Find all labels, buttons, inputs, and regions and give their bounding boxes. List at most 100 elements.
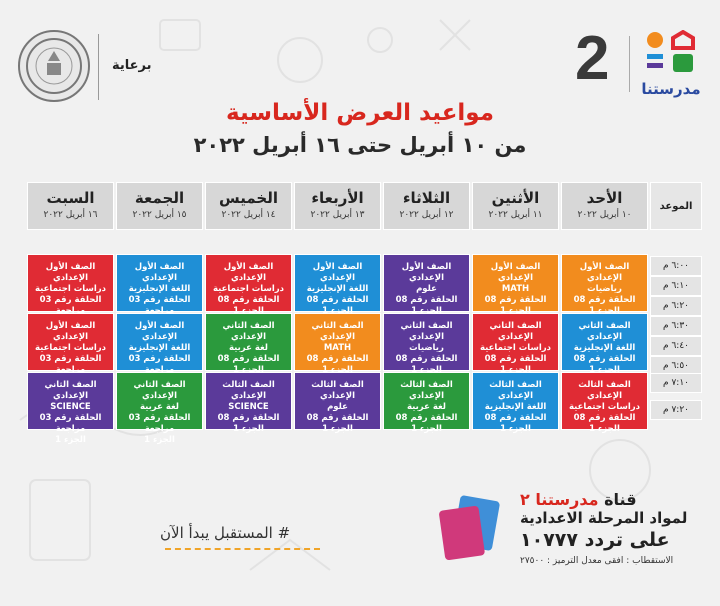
madrasatna-logo-icon — [647, 30, 695, 72]
header-divider — [98, 34, 99, 100]
cell-episode: الحلقة رقم 08 — [306, 295, 369, 305]
program-cell: الصف الأول الإعدادي رياضيات الحلقة رقم 08 ا… — [561, 254, 648, 316]
program-cell: الصف الثالث الإعدادي دراسات اجتماعية الحلق… — [561, 372, 648, 434]
cell-episode: الحلقة رقم 08 — [395, 295, 458, 305]
brand-name: مدرستنا — [641, 80, 701, 98]
time-slot: ٧:٢٠ م — [650, 400, 702, 420]
cell-episode: الحلقة رقم 03 مراجعة — [128, 295, 191, 316]
day-name: السبت — [46, 189, 95, 207]
program-cell: الصف الثاني الإعدادي رياضيات الحلقة رقم 08… — [383, 313, 470, 375]
day-header: الأحد ١٠ أبريل ٢٠٢٢ — [561, 182, 648, 230]
program-cell: الصف الأول الإعدادي MATH الحلقة رقم 08 الجز… — [472, 254, 559, 316]
day-date: ١٠ أبريل ٢٠٢٢ — [577, 210, 632, 220]
cell-grade: الصف الثالث الإعدادي — [311, 380, 364, 401]
cell-episode: الحلقة رقم 08 — [217, 354, 280, 364]
cell-part: الجزء 1 — [55, 435, 86, 445]
program-cell: الصف الثاني الإعدادي دراسات اجتماعية الحلق… — [472, 313, 559, 375]
cell-subject: SCIENCE — [50, 402, 91, 412]
page-title: مواعيد العرض الأساسية — [226, 100, 494, 126]
day-date: ١٥ أبريل ٢٠٢٢ — [132, 210, 187, 220]
cell-episode: الحلقة رقم 08 — [395, 354, 458, 364]
cell-subject: دراسات اجتماعية — [34, 284, 107, 294]
day-date: ١٢ أبريل ٢٠٢٢ — [399, 210, 454, 220]
channel-highlight: مدرستنا ٢ — [520, 490, 599, 509]
cell-part: الجزء 1 — [233, 365, 264, 375]
cell-part: الجزء 1 — [589, 306, 620, 316]
program-cell: الصف الثالث الإعدادي اللغة الإنجليزية الحل… — [472, 372, 559, 434]
cell-grade: الصف الأول الإعدادي — [490, 262, 541, 283]
cell-grade: الصف الثاني الإعدادي — [311, 321, 364, 342]
cell-episode: الحلقة رقم 08 — [217, 295, 280, 305]
cell-part: الجزء 1 — [500, 424, 531, 434]
time-slot: ٧:١٠ م — [650, 373, 702, 393]
program-cell: الصف الأول الإعدادي دراسات اجتماعية الحلقة… — [205, 254, 292, 316]
cell-subject: اللغة الإنجليزية — [128, 343, 191, 353]
date-range-subtitle: من ١٠ أبريل حتى ١٦ أبريل ٢٠٢٢ — [193, 133, 527, 157]
program-cell: الصف الأول الإعدادي علوم الحلقة رقم 08 الجز… — [383, 254, 470, 316]
cell-subject: MATH — [501, 284, 530, 294]
cell-grade: الصف الثالث الإعدادي — [400, 380, 453, 401]
cell-episode: الحلقة رقم 08 — [573, 354, 636, 364]
cell-episode: الحلقة رقم 03 مراجعة — [128, 413, 191, 434]
cell-part: الجزء 1 — [589, 365, 620, 375]
cell-part: الجزء 1 — [411, 424, 442, 434]
cell-episode: الحلقة رقم 03 مراجعة — [39, 354, 102, 375]
cell-grade: الصف الأول الإعدادي — [579, 262, 630, 283]
day-header: السبت ١٦ أبريل ٢٠٢٢ — [27, 182, 114, 230]
day-date: ١١ أبريل ٢٠٢٢ — [488, 210, 543, 220]
cell-grade: الصف الثالث الإعدادي — [222, 380, 275, 401]
program-cell: الصف الأول الإعدادي دراسات اجتماعية الحلقة… — [27, 254, 114, 327]
channel-prefix: قناة — [604, 490, 637, 509]
hashtag-underline — [165, 548, 320, 550]
day-header: الجمعة ١٥ أبريل ٢٠٢٢ — [116, 182, 203, 230]
cell-part: الجزء 1 — [233, 424, 264, 434]
cell-part: الجزء 1 — [411, 365, 442, 375]
day-header: الخميس ١٤ أبريل ٢٠٢٢ — [205, 182, 292, 230]
time-slot: ٦:٣٠ م — [650, 316, 702, 336]
folders-icon — [439, 495, 500, 561]
time-slot: ٦:١٠ م — [650, 276, 702, 296]
cell-episode: الحلقة رقم 08 — [217, 413, 280, 423]
cell-subject: لغة عربية — [228, 343, 268, 353]
cell-part: الجزء 1 — [322, 365, 353, 375]
channel-name: قناة مدرستنا ٢ — [520, 490, 700, 509]
time-column-header: الموعد — [650, 182, 702, 230]
program-cell: الصف الثاني الإعدادي اللغة الإنجليزية الحل… — [561, 313, 648, 375]
cell-grade: الصف الأول الإعدادي — [401, 262, 452, 283]
day-name: الخميس — [219, 189, 278, 207]
cell-subject: علوم — [327, 402, 348, 412]
cell-subject: اللغة الإنجليزية — [306, 284, 369, 294]
cell-grade: الصف الأول الإعدادي — [45, 321, 96, 342]
cell-subject: اللغة الإنجليزية — [573, 343, 636, 353]
cell-grade: الصف الثالث الإعدادي — [489, 380, 542, 401]
cell-part: الجزء 1 — [144, 435, 175, 445]
cell-subject: دراسات اجتماعية — [212, 284, 285, 294]
cell-subject: علوم — [416, 284, 437, 294]
day-name: الجمعة — [134, 189, 185, 207]
cell-grade: الصف الثاني الإعدادي — [489, 321, 542, 342]
cell-subject: SCIENCE — [228, 402, 269, 412]
day-name: الأربعاء — [311, 189, 364, 207]
program-cell: الصف الأول الإعدادي اللغة الإنجليزية الحلق… — [294, 254, 381, 316]
program-cell: الصف الثاني الإعدادي لغة عربية الحلقة رقم … — [205, 313, 292, 375]
program-cell: الصف الثالث الإعدادي SCIENCE الحلقة رقم 08… — [205, 372, 292, 434]
cell-episode: الحلقة رقم 08 — [306, 354, 369, 364]
cell-grade: الصف الأول الإعدادي — [134, 321, 185, 342]
ministry-seal-icon — [18, 30, 90, 102]
cell-subject: اللغة الإنجليزية — [128, 284, 191, 294]
cell-subject: دراسات اجتماعية — [479, 343, 552, 353]
day-name: الثلاثاء — [402, 189, 451, 207]
day-date: ١٣ أبريل ٢٠٢٢ — [310, 210, 365, 220]
day-header: الأثنين ١١ أبريل ٢٠٢٢ — [472, 182, 559, 230]
program-cell: الصف الثالث الإعدادي علوم الحلقة رقم 08 الج… — [294, 372, 381, 434]
cell-episode: الحلقة رقم 03 مراجعة — [128, 354, 191, 375]
cell-grade: الصف الأول الإعدادي — [223, 262, 274, 283]
cell-episode: الحلقة رقم 08 — [484, 413, 547, 423]
cell-subject: دراسات اجتماعية — [34, 343, 107, 353]
cell-subject: رياضيات — [587, 284, 622, 294]
cell-episode: الحلقة رقم 08 — [573, 413, 636, 423]
program-cell: الصف الأول الإعدادي دراسات اجتماعية الحلقة… — [27, 313, 114, 386]
subjects-line: لمواد المرحلة الاعدادية — [520, 509, 688, 527]
cell-subject: رياضيات — [409, 343, 444, 353]
